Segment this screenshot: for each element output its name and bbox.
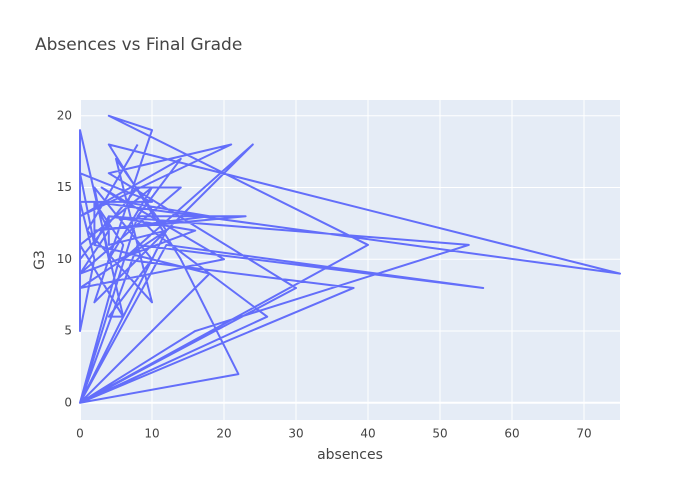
y-tick-label: 5 <box>64 324 72 338</box>
plot-area <box>80 100 620 420</box>
y-tick-label: 20 <box>57 108 72 122</box>
data-line <box>79 114 621 404</box>
x-tick-label: 30 <box>288 427 303 441</box>
x-tick-label: 0 <box>76 427 84 441</box>
x-tick-label: 10 <box>144 427 159 441</box>
y-tick-label: 10 <box>57 252 72 266</box>
y-tick-label: 0 <box>64 395 72 409</box>
x-axis-title: absences <box>317 447 383 463</box>
y-tick-label: 15 <box>57 180 72 194</box>
x-tick-label: 40 <box>360 427 375 441</box>
marks <box>79 114 621 404</box>
y-axis-title: G3 <box>32 250 48 270</box>
x-tick-label: 50 <box>432 427 447 441</box>
x-tick-label: 70 <box>576 427 591 441</box>
x-tick-label: 20 <box>216 427 231 441</box>
x-tick-label: 60 <box>504 427 519 441</box>
chart-title: Absences vs Final Grade <box>35 35 242 55</box>
